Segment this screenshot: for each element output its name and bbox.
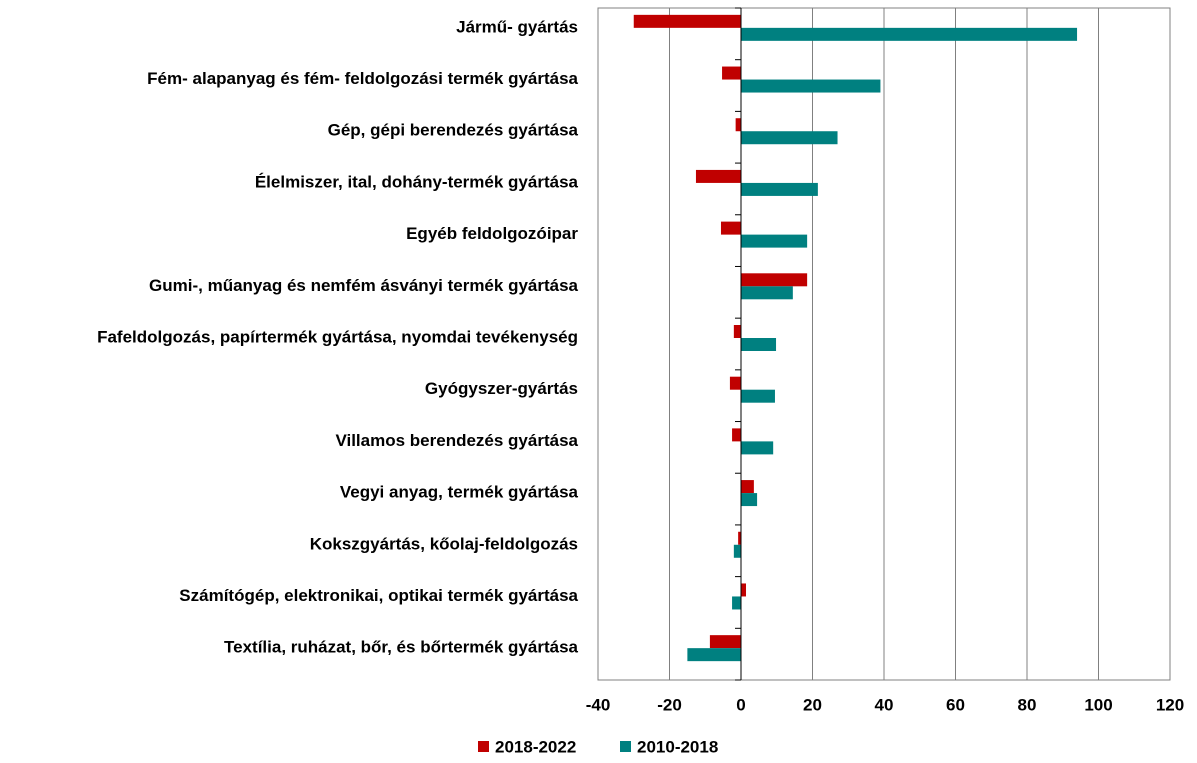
bar (709, 635, 741, 649)
x-tick-label: 40 (875, 695, 894, 714)
bar (741, 131, 838, 145)
bar (741, 234, 808, 248)
y-tick-label: Gyógyszer-gyártás (425, 379, 578, 398)
x-tick-label: 60 (946, 695, 965, 714)
x-tick-label: 120 (1156, 695, 1184, 714)
bar (741, 27, 1078, 41)
y-tick-label: Villamos berendezés gyártása (335, 431, 578, 450)
bar (732, 428, 741, 442)
legend-swatch (620, 741, 631, 752)
legend-label: 2018-2022 (495, 737, 576, 756)
bar (741, 389, 775, 403)
x-tick-label: 80 (1018, 695, 1037, 714)
bar (741, 441, 774, 455)
bar (741, 583, 747, 597)
bar (687, 648, 741, 662)
legend-label: 2010-2018 (637, 737, 718, 756)
y-tick-label: Jármű- gyártás (456, 17, 578, 36)
y-tick-label: Vegyi anyag, termék gyártása (340, 483, 579, 502)
y-tick-label: Kokszgyártás, kőolaj-feldolgozás (310, 534, 578, 553)
bar (733, 544, 741, 558)
plot-border (597, 7, 1171, 681)
y-tick-label: Élelmiszer, ital, dohány-termék gyártása (255, 172, 579, 191)
y-tick-label: Gép, gépi berendezés gyártása (328, 121, 579, 140)
bar (633, 14, 741, 28)
x-tick-label: -20 (657, 695, 682, 714)
bar (741, 493, 758, 507)
y-tick-label: Textília, ruházat, bőr, és bőrtermék gyá… (224, 638, 579, 657)
bar (738, 531, 741, 545)
bar (741, 286, 793, 300)
bar (732, 596, 741, 610)
bar (741, 273, 808, 287)
bar (741, 480, 754, 494)
bar (735, 118, 741, 132)
x-tick-label: -40 (586, 695, 611, 714)
y-tick-label: Számítógép, elektronikai, optikai termék… (179, 586, 578, 605)
bar (722, 66, 741, 80)
y-tick-label: Fafeldolgozás, papírtermék gyártása, nyo… (97, 327, 578, 346)
bar (733, 325, 741, 338)
y-tick-label: Egyéb feldolgozóipar (406, 224, 578, 243)
legend-swatch (478, 741, 489, 752)
bar (729, 376, 741, 390)
y-tick-label: Gumi-, műanyag és nemfém ásványi termék … (149, 276, 579, 295)
bar (720, 221, 741, 235)
x-tick-label: 0 (736, 695, 745, 714)
bar (741, 79, 881, 93)
bar (741, 338, 777, 351)
x-tick-label: 20 (803, 695, 822, 714)
bar (741, 182, 818, 196)
bar (695, 169, 741, 183)
x-tick-label: 100 (1084, 695, 1112, 714)
y-tick-label: Fém- alapanyag és fém- feldolgozási term… (147, 69, 578, 88)
